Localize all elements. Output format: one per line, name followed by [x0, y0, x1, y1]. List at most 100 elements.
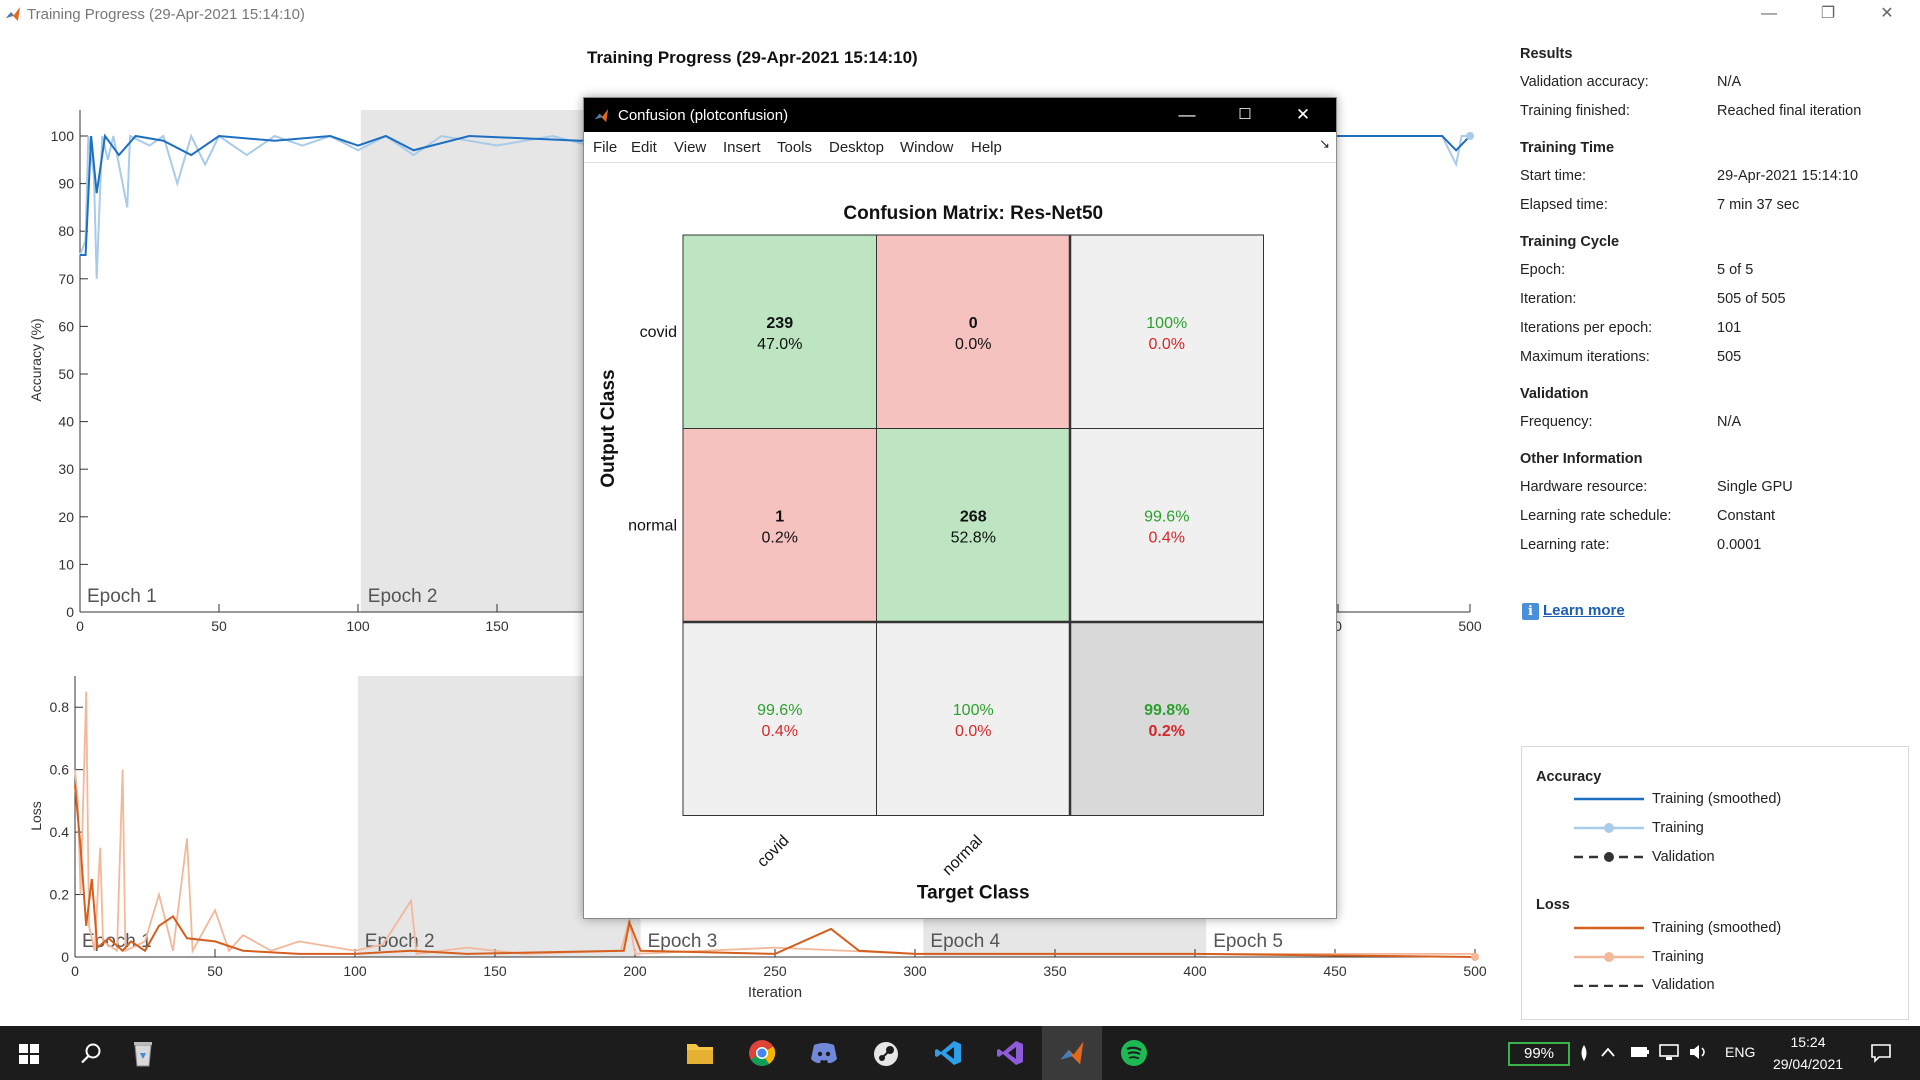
popup-maximize-button[interactable]: ☐: [1238, 106, 1252, 123]
learn-more-link[interactable]: i Learn more: [1522, 602, 1625, 620]
info-row: Iterations per epoch: 101: [1520, 314, 1900, 343]
confusion-matrix-chart: Confusion Matrix: Res-Net50 239 47.0% 0 0.0%…: [598, 203, 1264, 904]
chevron-up-icon[interactable]: [1600, 1046, 1616, 1058]
cell-percent: 47.0%: [757, 336, 802, 353]
row-summary-cell: [1069, 234, 1264, 429]
info-label: Learning rate:: [1520, 537, 1610, 553]
spotify-icon: [1121, 1040, 1147, 1066]
notifications-icon[interactable]: [1870, 1043, 1892, 1063]
taskbar-visual-studio[interactable]: [980, 1026, 1040, 1080]
menu-desktop[interactable]: Desktop: [829, 139, 885, 156]
taskbar-matlab[interactable]: [1042, 1026, 1102, 1080]
dock-icon[interactable]: ↘: [1319, 136, 1330, 151]
y-axis-label: Loss: [28, 801, 44, 831]
taskbar-spotify[interactable]: [1104, 1026, 1164, 1080]
taskbar-discord[interactable]: [794, 1026, 854, 1080]
row-summary-cell: [1069, 428, 1264, 623]
loss-last-point: [1471, 953, 1479, 961]
x-tick-label: 150: [485, 618, 509, 634]
x-tick-label: 350: [1043, 963, 1067, 979]
loss-smoothed-line: [74, 785, 1476, 958]
section-title: Training Time: [1520, 140, 1615, 156]
folder-icon: [687, 1044, 713, 1064]
row-summary-top: 99.6%: [1144, 508, 1189, 525]
menu-file[interactable]: File: [593, 139, 618, 156]
taskbar-chrome[interactable]: [732, 1026, 792, 1080]
info-label: Validation accuracy:: [1520, 74, 1649, 90]
info-row: Frequency: N/A: [1520, 408, 1900, 437]
figure-area: Confusion Matrix: Res-Net50 239 47.0% 0 0.0%…: [584, 163, 1336, 918]
taskbar-file-explorer[interactable]: [670, 1026, 730, 1080]
info-value: Single GPU: [1717, 479, 1793, 495]
menu-tools[interactable]: Tools: [777, 139, 813, 156]
popup-minimize-button[interactable]: —: [1178, 105, 1196, 124]
overall-top: 99.8%: [1144, 702, 1189, 719]
info-row: Iteration: 505 of 505: [1520, 285, 1900, 314]
window-title: Training Progress (29-Apr-2021 15:14:10): [27, 6, 305, 23]
confusion-window-titlebar[interactable]: Confusion (plotconfusion) — ☐ ✕: [584, 98, 1336, 132]
info-label: Training finished:: [1520, 103, 1630, 119]
column-summary-top: 99.6%: [757, 702, 802, 719]
clock-time[interactable]: 15:24: [1790, 1034, 1826, 1050]
epoch-label: Epoch 3: [648, 931, 718, 952]
loss-training-line: [74, 691, 1475, 955]
column-label: covid: [754, 832, 792, 870]
steam-icon: [874, 1042, 898, 1066]
power-icon[interactable]: [1578, 1044, 1590, 1062]
menu-view[interactable]: View: [674, 139, 707, 156]
info-row: Epoch: 5 of 5: [1520, 256, 1900, 285]
menu-window[interactable]: Window: [900, 139, 954, 156]
clock-date[interactable]: 29/04/2021: [1772, 1056, 1844, 1072]
battery-icon[interactable]: [1630, 1045, 1650, 1059]
minimize-button[interactable]: —: [1761, 5, 1777, 22]
taskbar-vscode[interactable]: [918, 1026, 978, 1080]
cell-count: 0: [969, 315, 978, 332]
menu-edit[interactable]: Edit: [631, 139, 657, 156]
cell-percent: 0.2%: [762, 529, 798, 546]
matrix-cell: [682, 428, 877, 623]
legend-acc-training: Training: [1652, 820, 1704, 836]
column-summary-top: 100%: [953, 702, 994, 719]
info-value: 5 of 5: [1717, 262, 1754, 278]
y-tick-label: 0: [66, 604, 74, 620]
info-label: Iteration:: [1520, 291, 1577, 307]
y-axis-label: Accuracy (%): [28, 318, 44, 401]
y-tick-label: 0.8: [50, 699, 70, 715]
legend-loss-smoothed: Training (smoothed): [1652, 920, 1782, 936]
search-icon[interactable]: [80, 1042, 102, 1064]
matlab-icon: [1060, 1041, 1084, 1065]
y-tick-label: 0: [61, 949, 69, 965]
x-tick-label: 0: [76, 618, 84, 634]
menu-help[interactable]: Help: [971, 139, 1002, 156]
x-tick-label: 0: [71, 963, 79, 979]
epoch-label: Epoch 2: [365, 931, 435, 952]
restore-button[interactable]: ❐: [1820, 5, 1836, 22]
chart-title: Confusion Matrix: Res-Net50: [843, 203, 1103, 224]
taskbar-steam[interactable]: [856, 1026, 916, 1080]
chrome-icon: [749, 1040, 776, 1067]
column-summary-bottom: 0.4%: [762, 723, 798, 740]
column-summary-cell: [876, 621, 1071, 816]
close-button[interactable]: ✕: [1880, 5, 1894, 22]
column-summary-bottom: 0.0%: [955, 723, 991, 740]
recycle-bin-icon[interactable]: [128, 1039, 158, 1069]
cell-percent: 0.0%: [955, 336, 991, 353]
confusion-window[interactable]: Confusion (plotconfusion) — ☐ ✕ ↘ File Ed…: [583, 97, 1337, 919]
info-label: Elapsed time:: [1520, 197, 1608, 213]
info-label: Hardware resource:: [1520, 479, 1648, 495]
volume-icon[interactable]: [1688, 1043, 1710, 1061]
x-axis-label: Target Class: [917, 883, 1030, 904]
info-row: Start time: 29-Apr-2021 15:14:10: [1520, 162, 1900, 191]
popup-close-button[interactable]: ✕: [1295, 105, 1311, 124]
training-info-panel: Results Validation accuracy: N/A Training f…: [1520, 46, 1900, 560]
language-indicator[interactable]: ENG: [1725, 1044, 1756, 1060]
battery-percent[interactable]: 99%: [1508, 1042, 1570, 1066]
info-value: N/A: [1717, 414, 1742, 430]
y-tick-label: 0.6: [50, 762, 70, 778]
discord-icon: [811, 1043, 837, 1064]
network-icon[interactable]: [1658, 1043, 1680, 1061]
section-title: Other Information: [1520, 451, 1643, 467]
visual-studio-icon: [997, 1041, 1023, 1065]
windows-start-icon[interactable]: [19, 1044, 39, 1064]
menu-insert[interactable]: Insert: [723, 139, 761, 156]
